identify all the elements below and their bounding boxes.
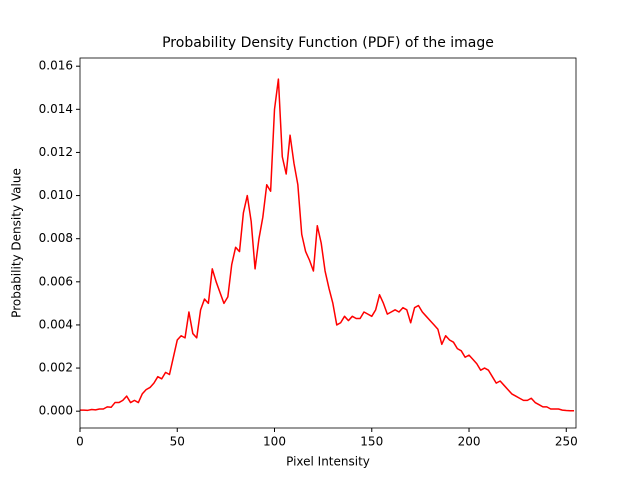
y-tick-label: 0.016 xyxy=(39,59,73,73)
y-axis-label: Probability Density Value xyxy=(10,168,24,318)
chart-title: Probability Density Function (PDF) of th… xyxy=(162,35,494,51)
y-tick-label: 0.008 xyxy=(39,231,73,245)
plot-frame xyxy=(79,57,577,429)
x-tick-label: 150 xyxy=(360,435,383,449)
y-tick-label: 0.006 xyxy=(39,274,73,288)
y-tick-label: 0.000 xyxy=(39,404,73,418)
data-line xyxy=(80,78,575,412)
y-tick-label: 0.002 xyxy=(39,361,73,375)
x-tick-label: 250 xyxy=(555,435,578,449)
x-tick-label: 0 xyxy=(76,435,84,449)
y-tick-label: 0.012 xyxy=(39,145,73,159)
x-tick-label: 200 xyxy=(458,435,481,449)
x-tick-label: 50 xyxy=(170,435,185,449)
y-tick-label: 0.014 xyxy=(39,102,73,116)
x-axis-label: Pixel Intensity xyxy=(286,455,370,469)
x-tick-label: 100 xyxy=(263,435,286,449)
y-tick-label: 0.004 xyxy=(39,317,73,331)
y-tick-label: 0.010 xyxy=(39,188,73,202)
